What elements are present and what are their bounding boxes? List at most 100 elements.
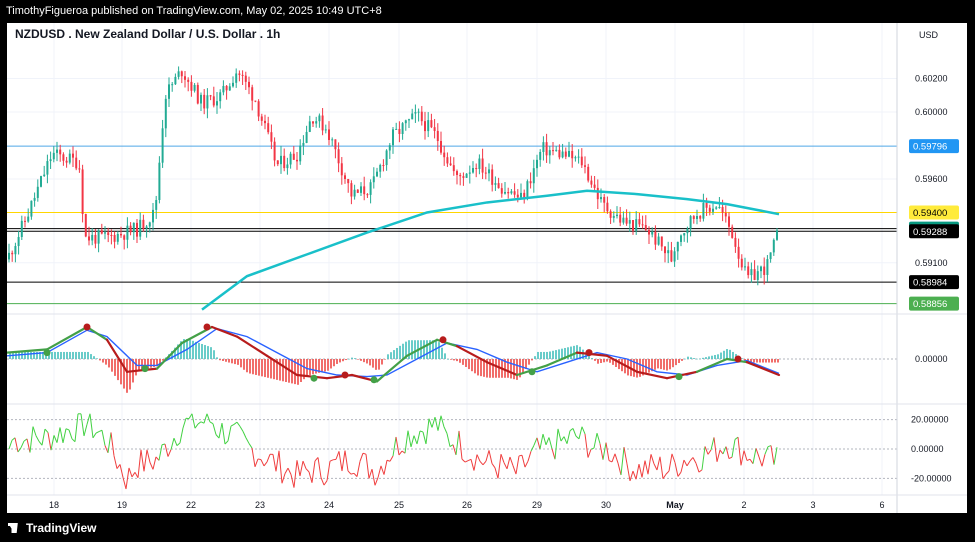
candle-body	[267, 123, 270, 133]
momentum-line-segment	[248, 443, 253, 449]
macd-line-segment	[605, 354, 639, 373]
candle-body	[225, 85, 228, 91]
candle-body	[724, 212, 727, 217]
momentum-line-segment	[338, 451, 343, 472]
momentum-line-segment	[680, 459, 685, 473]
candle-body	[676, 241, 679, 252]
histogram-bar	[99, 359, 101, 361]
cross-marker	[370, 376, 378, 384]
tradingview-logo[interactable]: TradingView	[8, 521, 96, 535]
x-tick-label: May	[666, 500, 684, 510]
histogram-bar	[30, 351, 32, 359]
momentum-line-segment	[737, 437, 742, 466]
histogram-bar	[243, 359, 245, 370]
momentum-line-segment	[530, 445, 535, 452]
candle-body	[760, 266, 762, 272]
histogram-bar	[33, 351, 35, 359]
candle-body	[708, 207, 711, 212]
candle-body	[456, 171, 458, 175]
histogram-bar	[180, 341, 182, 359]
candle-body	[628, 220, 631, 224]
momentum-line-segment	[41, 428, 46, 446]
histogram-bar	[432, 340, 434, 359]
macd-line-segment	[7, 348, 49, 354]
candle-body	[494, 183, 497, 185]
candle-body	[756, 271, 759, 280]
cross-marker	[310, 374, 318, 382]
histogram-bar	[567, 347, 569, 359]
candle-body	[436, 130, 439, 141]
candle-body	[158, 162, 161, 200]
histogram-bar	[603, 359, 605, 363]
momentum-line-segment	[293, 460, 298, 488]
momentum-line-segment	[644, 460, 649, 475]
cross-marker	[734, 355, 742, 363]
histogram-bar	[378, 359, 380, 370]
momentum-line-segment	[497, 454, 502, 479]
candle-body	[552, 150, 554, 152]
candle-body	[689, 216, 692, 229]
chart-canvas[interactable]: 18 19 22 23 24 25 26 29 30 May 2 3 6USD0.602000.6000…	[7, 23, 967, 513]
momentum-line-segment	[68, 429, 73, 439]
momentum-line-segment	[179, 427, 184, 443]
histogram-bar	[267, 359, 269, 378]
momentum-line-segment	[698, 469, 703, 473]
momentum-line-segment	[311, 460, 316, 483]
momentum-line-segment	[356, 461, 361, 477]
histogram-bar	[465, 359, 467, 367]
histogram-bar	[612, 359, 614, 365]
momentum-line-segment	[377, 465, 382, 478]
candle-body	[164, 98, 167, 129]
momentum-line-segment	[404, 430, 409, 454]
momentum-line-segment	[119, 464, 124, 478]
candle-body	[763, 266, 766, 275]
momentum-tick-label: -20.00000	[911, 473, 952, 483]
candle-body	[372, 176, 375, 183]
momentum-line-segment	[134, 472, 139, 478]
candle-body	[686, 228, 689, 234]
candle-body	[347, 179, 350, 184]
histogram-bar	[597, 359, 599, 364]
momentum-line-segment	[494, 467, 499, 479]
histogram-bar	[225, 359, 227, 362]
histogram-bar	[327, 359, 329, 371]
candle-body	[692, 216, 695, 219]
candle-body	[328, 129, 330, 140]
momentum-line-segment	[452, 444, 457, 456]
momentum-line-segment	[281, 473, 286, 484]
histogram-bar	[249, 359, 251, 374]
candle-body	[612, 216, 615, 218]
histogram-bar	[324, 359, 326, 372]
momentum-line-segment	[560, 436, 565, 442]
price-level-box	[909, 139, 959, 154]
chart-frame[interactable]: 18 19 22 23 24 25 26 29 30 May 2 3 6 USD 0.60200 0.6000…	[6, 22, 968, 514]
candle-body	[206, 95, 209, 109]
momentum-line-segment	[476, 454, 481, 462]
momentum-line-segment	[86, 413, 91, 425]
candle-body	[510, 191, 513, 194]
chart-title: NZDUSD . New Zealand Dollar / U.S. Dolla…	[15, 27, 280, 41]
momentum-line-segment	[284, 467, 289, 474]
momentum-line-segment	[635, 464, 640, 480]
price-level-label: 0.59288	[913, 227, 947, 238]
histogram-bar	[648, 359, 650, 373]
momentum-line-segment	[413, 435, 418, 445]
histogram-bar	[669, 359, 671, 370]
histogram-bar	[339, 359, 341, 363]
x-tick-label: 3	[810, 500, 815, 510]
candle-body	[273, 141, 276, 161]
momentum-line-segment	[254, 458, 259, 468]
momentum-line-segment	[17, 447, 22, 453]
momentum-line-segment	[647, 454, 652, 475]
histogram-bar	[762, 359, 764, 363]
candle-body	[523, 192, 526, 199]
histogram-bar	[183, 339, 185, 359]
momentum-line-segment	[161, 443, 166, 446]
momentum-line-segment	[581, 426, 586, 435]
histogram-bar	[687, 356, 689, 359]
histogram-bar	[234, 359, 236, 365]
publish-text: TimothyFigueroa published on TradingView…	[6, 5, 382, 17]
momentum-line-segment	[380, 465, 385, 475]
histogram-bar	[588, 355, 590, 359]
histogram-bar	[510, 359, 512, 379]
